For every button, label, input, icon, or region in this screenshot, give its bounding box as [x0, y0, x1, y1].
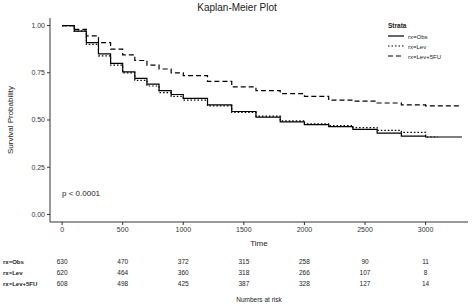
svg-text:107: 107	[360, 269, 371, 276]
svg-text:rx=Lev: rx=Lev	[8, 270, 23, 276]
svg-text:0.75: 0.75	[31, 69, 45, 76]
svg-text:0.00: 0.00	[31, 211, 45, 218]
svg-text:425: 425	[178, 280, 189, 287]
svg-text:1.00: 1.00	[31, 22, 45, 29]
svg-text:620: 620	[57, 269, 68, 276]
svg-text:360: 360	[178, 269, 189, 276]
svg-text:Time: Time	[250, 239, 268, 248]
svg-text:630: 630	[57, 258, 68, 265]
svg-text:318: 318	[238, 269, 249, 276]
svg-text:rx=Lev: rx=Lev	[408, 44, 426, 50]
svg-text:315: 315	[238, 258, 249, 265]
svg-text:2000: 2000	[297, 226, 313, 233]
svg-text:8: 8	[424, 269, 428, 276]
svg-text:0.25: 0.25	[31, 164, 45, 171]
svg-text:rx=Lev+5FU: rx=Lev+5FU	[408, 54, 441, 60]
svg-text:11: 11	[422, 258, 429, 265]
svg-text:258: 258	[299, 258, 310, 265]
svg-text:rx=Lev+5FU: rx=Lev+5FU	[8, 281, 37, 287]
svg-text:608: 608	[57, 280, 68, 287]
svg-text:328: 328	[299, 280, 310, 287]
svg-text:rx=Obs: rx=Obs	[8, 259, 25, 265]
svg-text:464: 464	[117, 269, 128, 276]
svg-text:372: 372	[178, 258, 189, 265]
svg-text:498: 498	[117, 280, 128, 287]
svg-text:rx=Obs: rx=Obs	[408, 34, 428, 40]
svg-text:266: 266	[299, 269, 310, 276]
svg-text:387: 387	[238, 280, 249, 287]
html-text:Kaplan-Meier Plot: Kaplan-Meier Plot	[197, 2, 277, 13]
svg-text:0.50: 0.50	[31, 116, 45, 123]
svg-text:14: 14	[422, 280, 430, 287]
svg-text:500: 500	[117, 226, 129, 233]
svg-text:2500: 2500	[357, 226, 373, 233]
svg-text:470: 470	[117, 258, 128, 265]
svg-text:p < 0.0001: p < 0.0001	[62, 189, 101, 198]
svg-text:1000: 1000	[175, 226, 191, 233]
svg-text:3000: 3000	[418, 226, 434, 233]
svg-text:1500: 1500	[236, 226, 252, 233]
svg-text:127: 127	[360, 280, 371, 287]
svg-text:0: 0	[60, 226, 64, 233]
svg-text:Strata: Strata	[388, 22, 407, 29]
svg-text:Numbers at risk: Numbers at risk	[236, 296, 282, 303]
svg-text:Survival Probability: Survival Probability	[8, 86, 15, 154]
svg-text:90: 90	[361, 258, 369, 265]
